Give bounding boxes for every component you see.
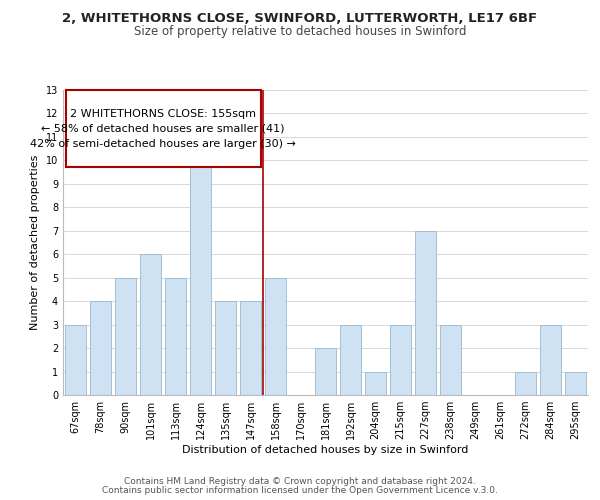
Y-axis label: Number of detached properties: Number of detached properties	[30, 155, 40, 330]
X-axis label: Distribution of detached houses by size in Swinford: Distribution of detached houses by size …	[182, 445, 469, 455]
Bar	[390, 324, 411, 395]
Bar	[265, 278, 286, 395]
Bar	[365, 372, 386, 395]
Text: Contains HM Land Registry data © Crown copyright and database right 2024.: Contains HM Land Registry data © Crown c…	[124, 477, 476, 486]
Bar	[540, 324, 561, 395]
Text: Contains public sector information licensed under the Open Government Licence v.: Contains public sector information licen…	[102, 486, 498, 495]
Bar	[415, 231, 436, 395]
Text: 2 WHITETHORNS CLOSE: 155sqm
← 58% of detached houses are smaller (41)
42% of sem: 2 WHITETHORNS CLOSE: 155sqm ← 58% of det…	[30, 109, 296, 148]
Text: 2, WHITETHORNS CLOSE, SWINFORD, LUTTERWORTH, LE17 6BF: 2, WHITETHORNS CLOSE, SWINFORD, LUTTERWO…	[62, 12, 538, 26]
Bar	[215, 301, 236, 395]
Bar	[140, 254, 161, 395]
Bar	[165, 278, 186, 395]
Bar	[115, 278, 136, 395]
Bar	[315, 348, 336, 395]
Bar	[440, 324, 461, 395]
Bar	[190, 137, 211, 395]
Bar	[65, 90, 260, 168]
Text: Size of property relative to detached houses in Swinford: Size of property relative to detached ho…	[134, 25, 466, 38]
Bar	[340, 324, 361, 395]
Bar	[65, 324, 86, 395]
Bar	[240, 301, 261, 395]
Bar	[90, 301, 111, 395]
Bar	[565, 372, 586, 395]
Bar	[515, 372, 536, 395]
